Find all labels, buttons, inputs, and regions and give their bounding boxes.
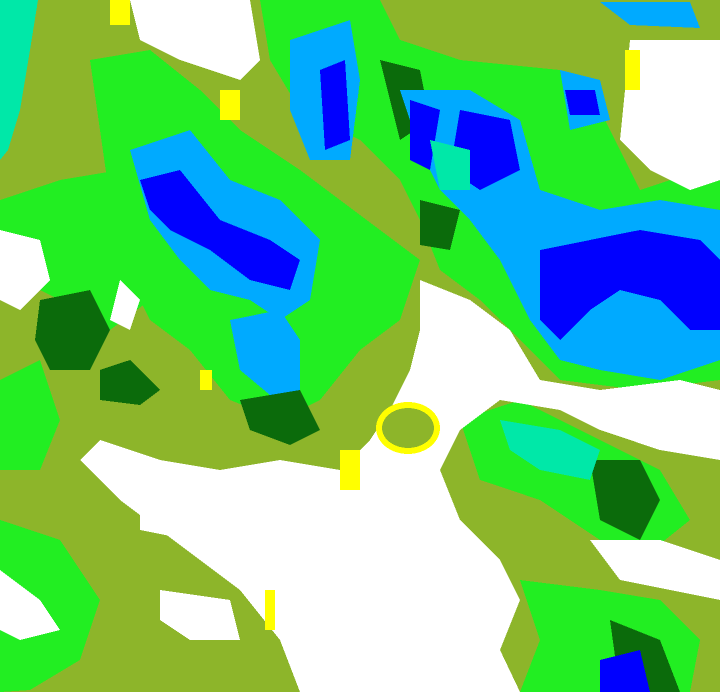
teal-region <box>430 140 470 190</box>
white-region <box>0 570 60 640</box>
dark-green-region <box>100 360 160 405</box>
white-region <box>140 500 200 540</box>
white-region <box>590 540 720 600</box>
light-blue-region <box>600 2 700 28</box>
yellow-region <box>110 0 130 25</box>
yellow-region <box>220 90 240 120</box>
blue-regions <box>140 60 720 692</box>
yellow-region <box>265 590 275 630</box>
yellow-region <box>625 50 640 90</box>
teal-regions <box>430 140 600 480</box>
blue-region <box>320 60 350 150</box>
light-blue-region <box>230 310 300 395</box>
white-region <box>110 280 140 330</box>
yellow-regions <box>110 0 640 630</box>
blue-region <box>140 170 300 290</box>
yellow-region <box>200 370 212 390</box>
dark-green-region <box>590 460 660 540</box>
teal-region <box>500 420 600 480</box>
yellow-region <box>340 450 360 490</box>
bright-green-region <box>0 360 60 470</box>
teal-region <box>0 0 38 160</box>
blue-region <box>540 230 720 340</box>
white-region <box>80 280 720 692</box>
blue-region <box>600 650 650 692</box>
white-region <box>130 0 260 80</box>
blue-region <box>565 90 600 115</box>
dark-green-region <box>240 390 320 445</box>
dark-green-region <box>420 200 460 250</box>
olive-island <box>382 408 434 448</box>
white-region <box>160 590 240 640</box>
white-region <box>0 230 50 310</box>
dark-green-region <box>35 290 110 370</box>
white-region <box>620 40 720 190</box>
bright-green-region <box>0 520 100 692</box>
